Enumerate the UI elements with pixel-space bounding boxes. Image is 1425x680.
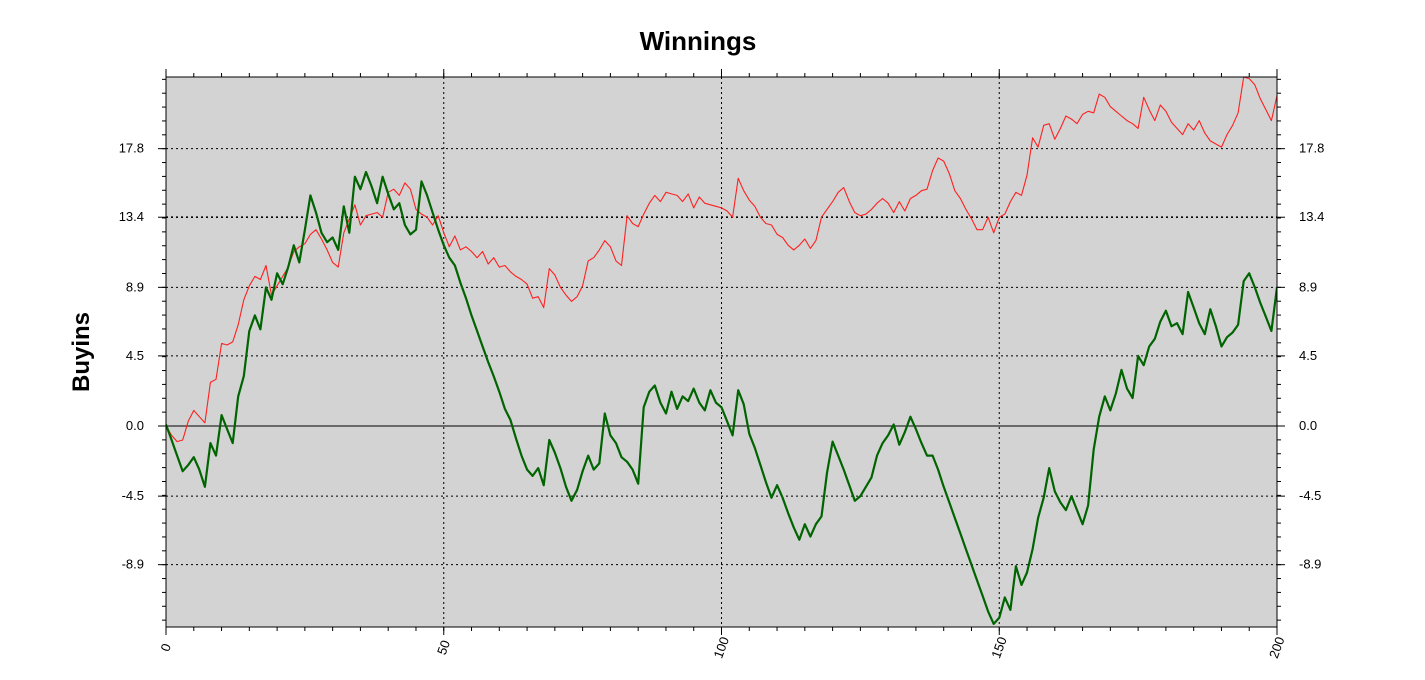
y-tick-label-left: -8.9 [122, 557, 144, 572]
series-layer [166, 77, 1277, 626]
green-series-line [166, 170, 1277, 626]
y-tick-label-left: 13.4 [119, 209, 144, 224]
grid-lines [166, 77, 1277, 627]
y-tick-label-left: 4.5 [126, 348, 144, 363]
y-tick-label-left: 0.0 [126, 418, 144, 433]
y-tick-label-left: 8.9 [126, 279, 144, 294]
y-tick-label-right: 13.4 [1299, 209, 1324, 224]
y-tick-label-right: 17.8 [1299, 141, 1324, 156]
x-tick-label: 100 [711, 635, 733, 661]
y-tick-label-right: 4.5 [1299, 348, 1317, 363]
y-tick-label-left: 17.8 [119, 141, 144, 156]
x-tick-label: 200 [1266, 635, 1288, 661]
y-tick-label-left: -4.5 [122, 488, 144, 503]
axis-ticks: -8.9 -8.9 -4.5 -4.5 0.0 0.0 4.5 4.5 8.9 8.9 13.4 13… [119, 69, 1324, 661]
x-tick-label: 0 [157, 641, 174, 653]
chart-title: Winnings [640, 26, 757, 56]
y-axis-label: Buyins [68, 312, 95, 392]
y-tick-label-right: -8.9 [1299, 557, 1321, 572]
x-tick-label: 150 [988, 635, 1010, 661]
y-tick-label-right: 0.0 [1299, 418, 1317, 433]
x-tick-label: 50 [434, 638, 453, 657]
y-tick-label-right: 8.9 [1299, 279, 1317, 294]
plot-frame [165, 76, 1278, 628]
y-tick-label-right: -4.5 [1299, 488, 1321, 503]
